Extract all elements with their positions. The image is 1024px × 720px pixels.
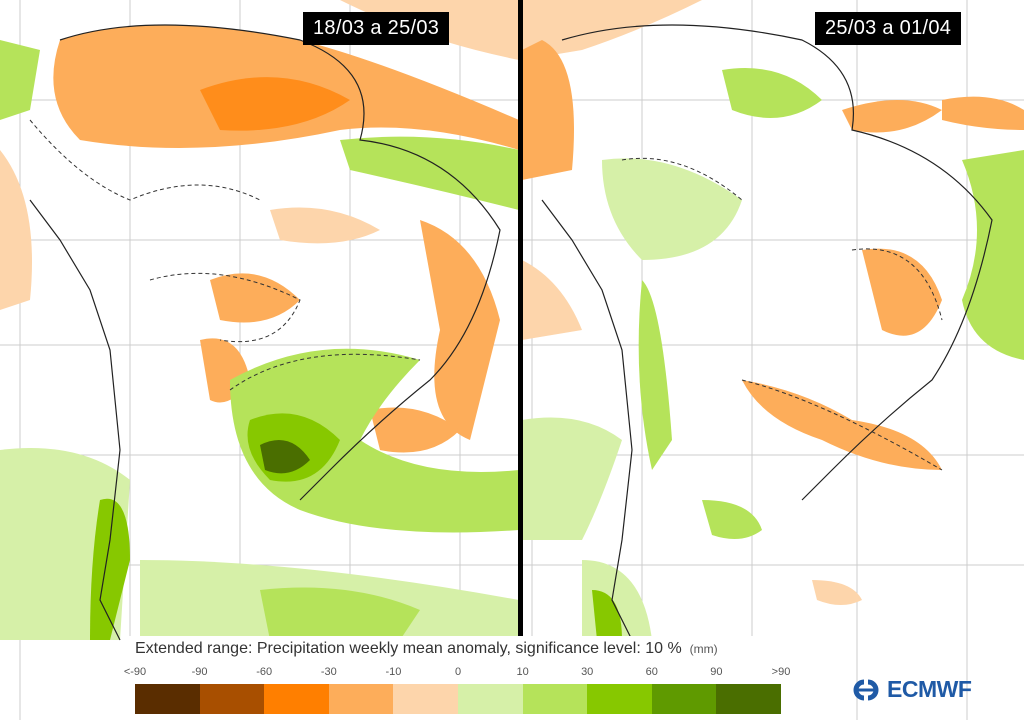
legend-title: Extended range: Precipitation weekly mea… [135,640,682,657]
legend-tick: 90 [710,666,723,678]
legend-tick: 10 [516,666,529,678]
legend-swatch [328,684,394,714]
logo-text: ECMWF [887,676,972,702]
legend-tick: 0 [454,666,462,678]
legend-swatch [457,684,523,714]
legend-tick: >90 [771,666,791,678]
period-title-week2: 25/03 a 01/04 [815,12,962,45]
panel-divider [518,0,523,640]
ecmwf-logo: ECMWF [848,676,972,703]
legend-tick: -30 [320,666,337,678]
color-legend: Extended range: Precipitation weekly mea… [124,636,791,720]
map-panel-week2: 25/03 a 01/04 [522,0,1024,720]
legend-tick: -90 [191,666,208,678]
legend-tick: 60 [645,666,658,678]
legend-swatch [393,684,458,714]
legend-tick: 30 [581,666,594,678]
legend-swatch [135,684,200,714]
period-title-week1: 18/03 a 25/03 [303,12,450,45]
map-panel-week1: 18/03 a 25/03 [0,0,519,720]
legend-swatch [199,684,265,714]
legend-tick: <-90 [123,666,147,678]
legend-swatch [651,684,717,714]
legend-ticks: <-90 -90 -60 -30 -10 0 10 30 60 90 >90 [124,666,791,680]
legend-colorbar [135,684,781,714]
legend-swatch [716,684,781,714]
ecmwf-emblem-icon [853,679,879,700]
anomaly-map-week1 [0,0,519,720]
legend-swatch [587,684,652,714]
legend-swatch [522,684,588,714]
anomaly-map-week2 [522,0,1024,720]
legend-tick: -60 [256,666,273,678]
legend-unit: (mm) [689,642,718,656]
legend-swatch [264,684,329,714]
legend-tick: -10 [385,666,402,678]
